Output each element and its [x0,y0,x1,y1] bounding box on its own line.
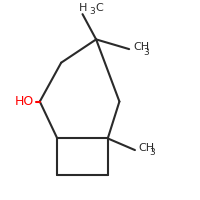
Text: CH: CH [139,143,155,153]
Text: 3: 3 [143,48,149,57]
Text: CH: CH [133,42,149,52]
Text: 3: 3 [149,148,155,157]
Text: HO: HO [15,95,34,108]
Text: C: C [95,3,103,13]
Text: 3: 3 [89,7,95,16]
Text: H: H [79,3,87,13]
